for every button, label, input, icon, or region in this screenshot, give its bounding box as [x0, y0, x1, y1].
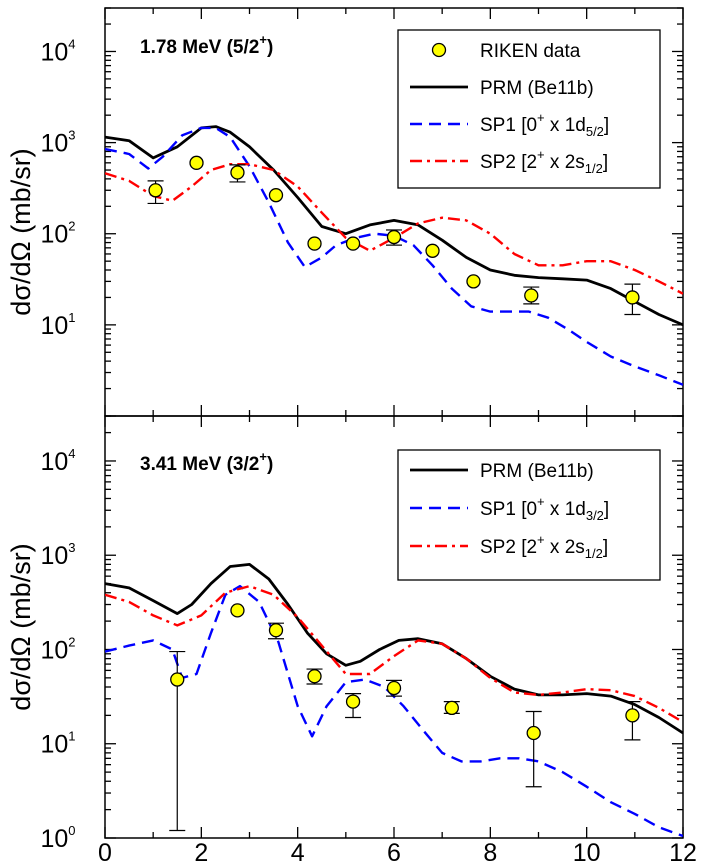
y-tick-label: 104: [40, 36, 75, 66]
legend: RIKEN data PRM (Be11b) SP1 [0+ x 1d5/2] SP2…: [397, 29, 661, 189]
x-tick-label: 8: [483, 839, 497, 863]
x-tick-label: 6: [387, 839, 401, 863]
panel-top: 101 102 103 104 dσ/dΩ (mb/sr) 1.78 MeV (5/2+)…: [6, 7, 684, 417]
y-tick-label: 104: [40, 446, 75, 476]
data-point: [526, 725, 541, 741]
y-tick-label: 103: [40, 540, 75, 570]
series-line: [105, 126, 683, 386]
y-tick-label: 101: [40, 310, 75, 340]
panel-title: 3.41 MeV (3/2+): [140, 449, 273, 475]
y-axis-label: dσ/dΩ (mb/sr): [6, 543, 36, 710]
series-line: [105, 584, 683, 838]
legend-label: PRM (Be11b): [480, 461, 594, 482]
data-point: [345, 694, 361, 709]
panel-bottom: 100 101 102 103 104 dσ/dΩ (mb/sr) 3.41 MeV (3/…: [6, 415, 684, 853]
data-point: [386, 229, 402, 245]
y-tick-label: 102: [40, 219, 75, 249]
x-tick-label: 12: [669, 839, 697, 863]
data-point: [230, 603, 245, 618]
data-point: [466, 274, 481, 289]
y-tick-label: 102: [40, 634, 75, 664]
data-point: [170, 672, 185, 687]
panel-title: 1.78 MeV (5/2+): [140, 32, 273, 58]
data-point: [148, 183, 163, 198]
x-axis: 0 2 4 6 8 10 12: [98, 839, 697, 863]
data-point: [444, 700, 459, 716]
legend-label: RIKEN data: [480, 41, 581, 62]
data-point: [386, 680, 402, 696]
data-point: [189, 155, 204, 170]
legend: PRM (Be11b) SP1 [0+ x 1d3/2] SP2 [2+ x 2s1…: [397, 449, 661, 581]
data-point: [345, 236, 361, 251]
data-point: [307, 236, 322, 251]
legend-label: PRM (Be11b): [480, 78, 594, 99]
legend-label: SP1 [0+ x 1d3/2]: [480, 494, 609, 523]
legend-box: [397, 449, 661, 581]
data-point: [268, 623, 284, 638]
data-point: [307, 669, 322, 684]
series-line: [105, 584, 683, 724]
data-point: [625, 708, 640, 723]
data-point: [230, 165, 245, 180]
legend-marker: [431, 42, 447, 58]
x-tick-label: 10: [573, 839, 601, 863]
y-axis-label: dσ/dΩ (mb/sr): [6, 148, 36, 315]
legend-label: SP2 [2+ x 2s1/2]: [480, 532, 608, 561]
data-point: [268, 188, 284, 203]
series-line: [105, 163, 683, 295]
data-point: [524, 288, 539, 303]
legend-label: SP2 [2+ x 2s1/2]: [480, 147, 608, 176]
x-tick-label: 2: [194, 839, 208, 863]
y-tick-label: 100: [40, 823, 75, 853]
y-tick-label: 103: [40, 128, 75, 158]
x-tick-label: 0: [98, 839, 112, 863]
y-tick-label: 101: [40, 729, 75, 759]
x-tick-label: 4: [291, 839, 305, 863]
legend-label: SP1 [0+ x 1d5/2]: [480, 110, 609, 139]
data-point: [625, 290, 640, 305]
data-point: [425, 243, 440, 258]
series-line: [105, 563, 683, 735]
